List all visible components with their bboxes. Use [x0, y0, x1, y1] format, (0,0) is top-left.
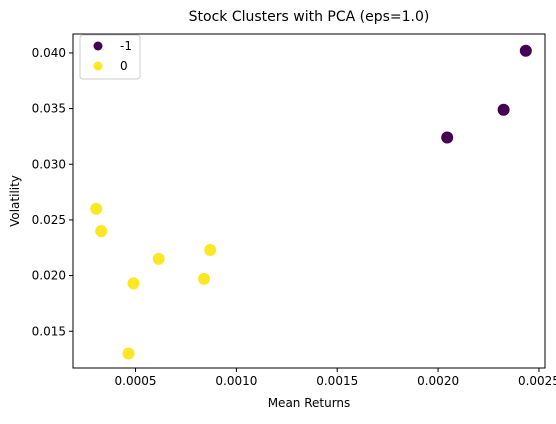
data-point-cluster-minus1-1 — [497, 103, 510, 116]
data-point-cluster-0-1 — [95, 225, 108, 238]
data-point-cluster-minus1-0 — [441, 131, 454, 144]
y-tick-label: 0.020 — [32, 269, 66, 283]
y-tick-label: 0.035 — [32, 102, 66, 116]
y-tick-label: 0.040 — [32, 46, 66, 60]
data-point-cluster-minus1-2 — [519, 44, 532, 57]
x-tick-label: 0.0015 — [316, 374, 358, 388]
legend-label-cluster-0: 0 — [120, 59, 128, 73]
legend: -1 0 — [79, 34, 141, 80]
legend-marker-cluster-minus1 — [93, 41, 103, 51]
x-tick-label: 0.0025 — [518, 374, 556, 388]
data-point-cluster-0-6 — [204, 244, 217, 256]
x-axis-label: Mean Returns — [268, 396, 351, 410]
x-tick-label: 0.0005 — [115, 374, 157, 388]
data-points-layer — [90, 44, 532, 360]
legend-marker-cluster-0 — [93, 61, 103, 71]
data-point-cluster-0-4 — [152, 252, 165, 265]
y-tick-label: 0.030 — [32, 157, 66, 171]
y-tick-label: 0.025 — [32, 213, 66, 227]
y-axis-label: Volatility — [8, 175, 22, 227]
legend-label-cluster-minus1: -1 — [120, 39, 132, 53]
plot-area-frame — [72, 33, 546, 369]
data-point-cluster-0-0 — [90, 202, 103, 215]
x-tick-label: 0.0010 — [215, 374, 257, 388]
y-tick-label: 0.015 — [32, 324, 66, 338]
data-point-cluster-0-5 — [198, 272, 211, 285]
data-point-cluster-0-3 — [127, 277, 140, 290]
data-point-cluster-0-2 — [122, 347, 135, 360]
chart-title: Stock Clusters with PCA (eps=1.0) — [189, 9, 430, 25]
x-tick-label: 0.0020 — [417, 374, 459, 388]
y-axis-ticks: 0.015 0.020 0.025 0.030 0.035 0.040 — [32, 46, 73, 338]
x-axis-ticks: 0.0005 0.0010 0.0015 0.0020 0.0025 — [115, 368, 556, 388]
